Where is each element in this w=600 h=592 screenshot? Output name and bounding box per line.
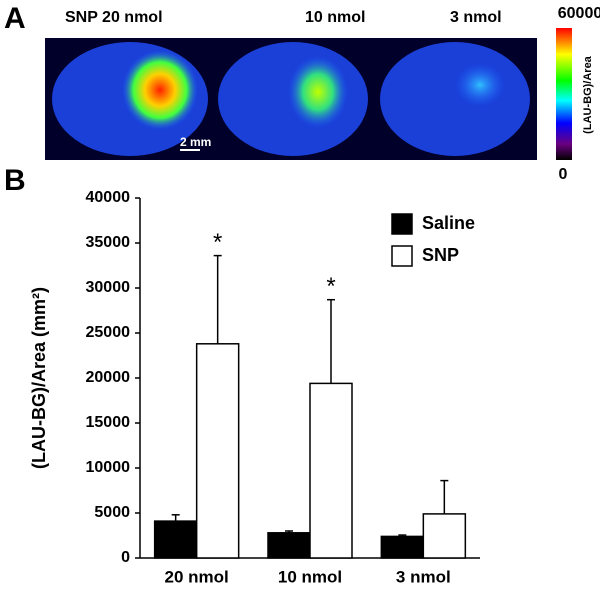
bar (309, 382, 353, 559)
bar (380, 535, 425, 559)
significance-mark: * (326, 273, 335, 300)
legend-swatch (391, 245, 413, 267)
legend-label: Saline (422, 213, 475, 233)
y-tick-label: 25000 (86, 324, 131, 341)
bar (267, 532, 311, 559)
y-tick-label: 35000 (86, 234, 131, 251)
x-tick-label: 3 nmol (396, 567, 451, 586)
y-tick-label: 20000 (86, 369, 131, 386)
legend-swatch (391, 213, 413, 235)
image-label: SNP 20 nmol (65, 9, 163, 26)
bar (422, 513, 467, 559)
bar (153, 520, 198, 559)
colorbar-label: (LAU-BG)/Area (582, 55, 594, 133)
brain-slices (52, 42, 530, 156)
scale-bar-label: 2 mm (180, 135, 211, 149)
colorbar (556, 28, 572, 160)
colorbar-min: 0 (559, 166, 568, 183)
y-tick-label: 0 (121, 549, 130, 566)
y-tick-label: 5000 (94, 504, 130, 521)
panel-label: B (4, 164, 26, 197)
y-tick-label: 15000 (86, 414, 131, 431)
y-tick-label: 10000 (86, 459, 131, 476)
significance-mark: * (213, 229, 222, 256)
panel-label: A (4, 2, 26, 35)
x-tick-label: 20 nmol (165, 567, 229, 586)
x-tick-label: 10 nmol (278, 567, 342, 586)
image-label: 10 nmol (305, 9, 365, 26)
legend-label: SNP (422, 245, 459, 265)
y-tick-label: 30000 (86, 279, 131, 296)
bar (195, 343, 240, 559)
y-axis-title: (LAU-BG)/Area (mm²) (29, 287, 49, 469)
image-label: 3 nmol (450, 9, 502, 26)
y-tick-label: 40000 (86, 189, 131, 206)
colorbar-max: 60000 (558, 5, 600, 22)
